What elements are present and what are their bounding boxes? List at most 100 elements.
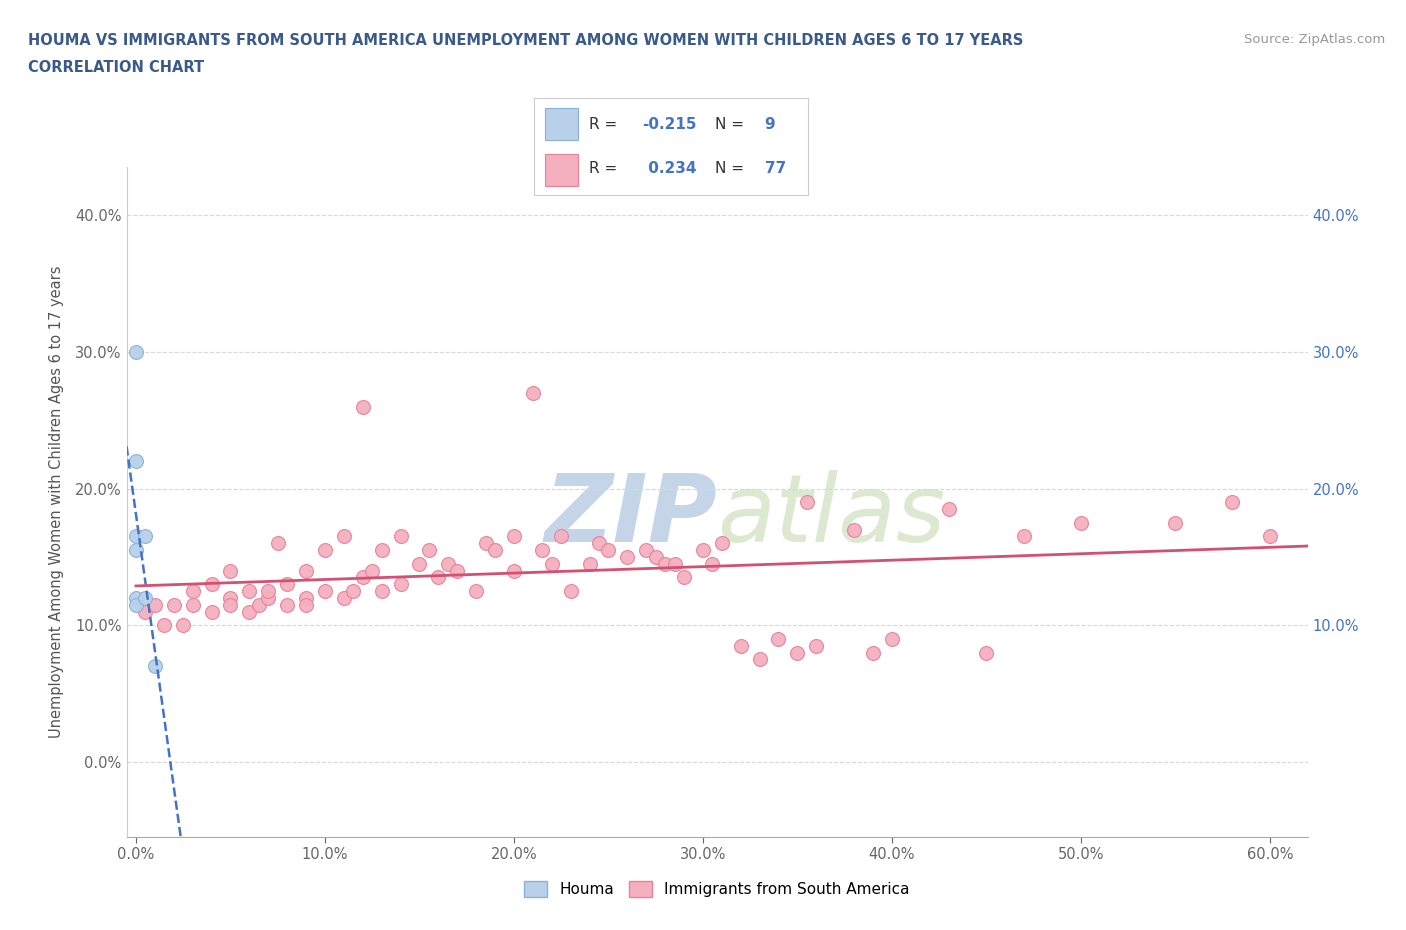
Text: N =: N = <box>716 116 749 131</box>
Point <box>238 584 260 599</box>
Point <box>352 570 374 585</box>
Point <box>664 556 686 571</box>
Point <box>880 631 903 646</box>
Point <box>200 604 222 619</box>
Point <box>484 542 506 557</box>
Text: R =: R = <box>589 116 623 131</box>
Text: ZIP: ZIP <box>544 470 717 562</box>
Point <box>768 631 790 646</box>
Point <box>692 542 714 557</box>
Point <box>125 529 148 544</box>
Text: N =: N = <box>716 162 749 177</box>
Point <box>436 556 458 571</box>
Point <box>219 597 242 612</box>
Point <box>465 584 488 599</box>
Point <box>314 542 336 557</box>
Point <box>134 604 156 619</box>
Point <box>1164 515 1187 530</box>
FancyBboxPatch shape <box>546 109 578 140</box>
Point <box>276 577 298 591</box>
Point <box>333 591 356 605</box>
Point <box>806 638 828 653</box>
Point <box>181 597 204 612</box>
Point <box>295 597 318 612</box>
Point <box>267 536 290 551</box>
Text: -0.215: -0.215 <box>643 116 697 131</box>
Point <box>1070 515 1092 530</box>
Point <box>125 542 148 557</box>
Point <box>710 536 733 551</box>
Point <box>474 536 496 551</box>
Point <box>181 584 204 599</box>
Point <box>247 597 270 612</box>
FancyBboxPatch shape <box>546 154 578 186</box>
Point <box>1012 529 1035 544</box>
Point <box>578 556 600 571</box>
Point <box>842 522 865 537</box>
Point <box>219 563 242 578</box>
Text: Source: ZipAtlas.com: Source: ZipAtlas.com <box>1244 33 1385 46</box>
Point <box>163 597 186 612</box>
Point <box>938 501 960 516</box>
Point <box>219 591 242 605</box>
Point <box>427 570 450 585</box>
Point <box>314 584 336 599</box>
Point <box>446 563 468 578</box>
Point <box>342 584 364 599</box>
Point <box>257 591 280 605</box>
Point <box>389 529 412 544</box>
Point <box>153 618 176 632</box>
Point <box>134 529 156 544</box>
Point <box>796 495 818 510</box>
Point <box>730 638 752 653</box>
Point <box>125 591 148 605</box>
Point <box>636 542 658 557</box>
Text: atlas: atlas <box>717 470 945 561</box>
Point <box>143 658 166 673</box>
Text: HOUMA VS IMMIGRANTS FROM SOUTH AMERICA UNEMPLOYMENT AMONG WOMEN WITH CHILDREN AG: HOUMA VS IMMIGRANTS FROM SOUTH AMERICA U… <box>28 33 1024 47</box>
Text: 0.234: 0.234 <box>643 162 696 177</box>
Point <box>143 597 166 612</box>
Point <box>503 529 526 544</box>
Point <box>531 542 554 557</box>
Point <box>598 542 620 557</box>
Text: 9: 9 <box>765 116 775 131</box>
Point <box>333 529 356 544</box>
Point <box>748 652 770 667</box>
Point <box>616 550 638 565</box>
Point <box>352 399 374 414</box>
Point <box>361 563 384 578</box>
Point <box>1220 495 1243 510</box>
Point <box>257 584 280 599</box>
Point <box>276 597 298 612</box>
Point <box>125 454 148 469</box>
Point <box>295 591 318 605</box>
Point <box>389 577 412 591</box>
Point <box>522 385 544 400</box>
Point <box>125 597 148 612</box>
Point <box>418 542 440 557</box>
Point <box>295 563 318 578</box>
Point <box>654 556 676 571</box>
Text: CORRELATION CHART: CORRELATION CHART <box>28 60 204 75</box>
Point <box>702 556 724 571</box>
Point <box>200 577 222 591</box>
Point <box>672 570 695 585</box>
Point <box>238 604 260 619</box>
Point <box>370 584 392 599</box>
Text: 77: 77 <box>765 162 786 177</box>
Point <box>976 645 998 660</box>
Point <box>408 556 430 571</box>
Point <box>588 536 610 551</box>
Point <box>172 618 194 632</box>
Point <box>370 542 392 557</box>
Point <box>125 344 148 359</box>
Point <box>550 529 572 544</box>
Legend: Houma, Immigrants from South America: Houma, Immigrants from South America <box>517 875 917 903</box>
Text: R =: R = <box>589 162 623 177</box>
Point <box>540 556 562 571</box>
Point <box>134 591 156 605</box>
Y-axis label: Unemployment Among Women with Children Ages 6 to 17 years: Unemployment Among Women with Children A… <box>49 266 63 738</box>
Point <box>503 563 526 578</box>
Point <box>1258 529 1281 544</box>
